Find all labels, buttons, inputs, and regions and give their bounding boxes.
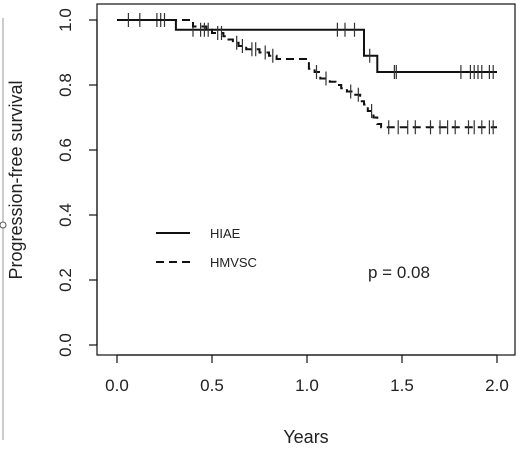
y-tick-label: 0.0	[56, 333, 75, 357]
p-value-annotation: p = 0.08	[368, 263, 430, 282]
y-tick-label: 0.2	[56, 268, 75, 292]
y-axis-title: Progression-free survival	[6, 80, 26, 279]
y-tick-label: 0.6	[56, 138, 75, 162]
x-tick-label: 0.0	[105, 376, 129, 395]
y-tick-label: 0.8	[56, 73, 75, 97]
x-tick-label: 1.5	[390, 376, 414, 395]
x-tick-label: 0.5	[200, 376, 224, 395]
x-tick-label: 2.0	[485, 376, 509, 395]
y-tick-label: 0.4	[56, 203, 75, 227]
page-edge-dot	[0, 221, 7, 229]
series-line-hiae	[117, 19, 497, 73]
y-axis: 0.0 0.2 0.4 0.6 0.8 1.0	[56, 8, 98, 357]
y-tick-label: 1.0	[56, 8, 75, 32]
legend-label-hiae: HIAE	[210, 226, 241, 241]
legend-label-hmvsc: HMVSC	[210, 255, 257, 270]
plot-frame	[96, 3, 516, 356]
x-axis: 0.0 0.5 1.0 1.5 2.0	[105, 354, 509, 395]
x-axis-title: Years	[283, 427, 328, 447]
x-tick-label: 1.0	[295, 376, 319, 395]
legend: HIAE HMVSC	[156, 226, 257, 270]
series-line-hmvsc	[117, 19, 497, 129]
series-layer	[117, 13, 497, 135]
